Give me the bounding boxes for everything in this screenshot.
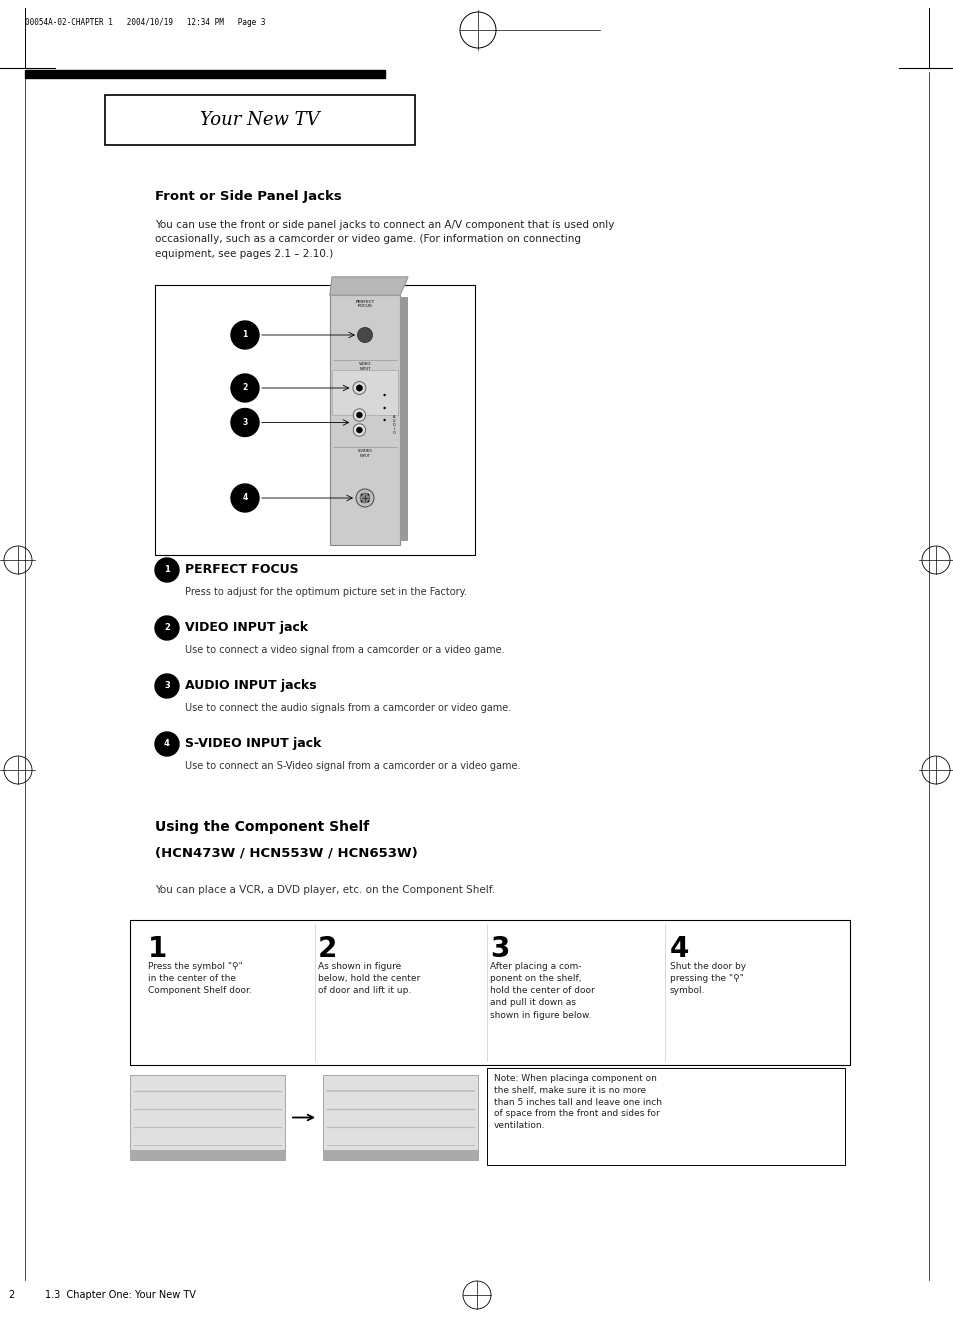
- Text: A
U
D
I
O: A U D I O: [393, 415, 395, 435]
- Text: 2: 2: [8, 1290, 14, 1301]
- Text: 2: 2: [242, 384, 248, 393]
- Text: VIDEO INPUT jack: VIDEO INPUT jack: [185, 620, 308, 634]
- Text: Note: When placinga component on
the shelf, make sure it is no more
than 5 inche: Note: When placinga component on the she…: [494, 1074, 661, 1130]
- Circle shape: [154, 732, 179, 755]
- Text: 1.3  Chapter One: Your New TV: 1.3 Chapter One: Your New TV: [45, 1290, 195, 1301]
- Circle shape: [353, 423, 365, 437]
- Bar: [130, 1150, 285, 1160]
- Text: Press to adjust for the optimum picture set in the Factory.: Press to adjust for the optimum picture …: [185, 587, 467, 597]
- Circle shape: [355, 490, 374, 507]
- Text: S-VIDEO
INPUT: S-VIDEO INPUT: [357, 448, 372, 458]
- Text: Front or Side Panel Jacks: Front or Side Panel Jacks: [154, 191, 341, 202]
- Text: 4: 4: [242, 493, 248, 503]
- Circle shape: [356, 411, 362, 418]
- Circle shape: [353, 381, 366, 394]
- Circle shape: [154, 673, 179, 699]
- Text: Use to connect the audio signals from a camcorder or video game.: Use to connect the audio signals from a …: [185, 703, 511, 713]
- Circle shape: [383, 419, 385, 421]
- Circle shape: [367, 500, 369, 503]
- Text: VIDEO
INPUT: VIDEO INPUT: [358, 363, 371, 370]
- Text: 1: 1: [242, 331, 248, 340]
- Circle shape: [154, 558, 179, 582]
- Text: Using the Component Shelf: Using the Component Shelf: [154, 820, 369, 833]
- Text: (HCN473W / HCN553W / HCN653W): (HCN473W / HCN553W / HCN653W): [154, 845, 417, 859]
- Circle shape: [353, 409, 365, 421]
- Polygon shape: [330, 277, 408, 295]
- Bar: [399, 296, 408, 541]
- Circle shape: [355, 385, 362, 392]
- Text: 4: 4: [164, 740, 170, 749]
- Text: You can place a VCR, a DVD player, etc. on the Component Shelf.: You can place a VCR, a DVD player, etc. …: [154, 885, 495, 894]
- Circle shape: [231, 409, 258, 437]
- Text: S-VIDEO INPUT jack: S-VIDEO INPUT jack: [185, 737, 321, 750]
- Text: 3: 3: [490, 935, 509, 963]
- Circle shape: [359, 493, 370, 503]
- Bar: [323, 1150, 477, 1160]
- Bar: [154, 284, 475, 556]
- Text: Your New TV: Your New TV: [200, 111, 319, 130]
- Bar: [130, 1076, 285, 1160]
- Text: Use to connect an S-Video signal from a camcorder or a video game.: Use to connect an S-Video signal from a …: [185, 761, 520, 771]
- Text: Press the symbol "⚲"
in the center of the
Component Shelf door.: Press the symbol "⚲" in the center of th…: [148, 962, 252, 995]
- Bar: [330, 295, 399, 545]
- Bar: [105, 95, 415, 146]
- Text: AUDIO INPUT jacks: AUDIO INPUT jacks: [185, 679, 316, 692]
- Text: 3: 3: [164, 681, 170, 691]
- Bar: [130, 919, 849, 1065]
- Text: 00054A-02-CHAPTER 1   2004/10/19   12:34 PM   Page 3: 00054A-02-CHAPTER 1 2004/10/19 12:34 PM …: [25, 19, 265, 26]
- Circle shape: [231, 321, 258, 349]
- Text: Use to connect a video signal from a camcorder or a video game.: Use to connect a video signal from a cam…: [185, 646, 504, 655]
- Text: PERFECT
FOCUS: PERFECT FOCUS: [355, 300, 375, 308]
- Circle shape: [360, 500, 362, 503]
- Text: 1: 1: [148, 935, 167, 963]
- Circle shape: [383, 406, 385, 409]
- Circle shape: [360, 493, 362, 496]
- Circle shape: [367, 493, 369, 496]
- Text: 3: 3: [242, 418, 248, 427]
- Bar: [25, 70, 385, 78]
- Text: You can use the front or side panel jacks to connect an A/V component that is us: You can use the front or side panel jack…: [154, 220, 614, 259]
- Circle shape: [383, 394, 385, 396]
- Text: 4: 4: [669, 935, 689, 963]
- Text: Shut the door by
pressing the "⚲"
symbol.: Shut the door by pressing the "⚲" symbol…: [669, 962, 745, 995]
- Text: 2: 2: [317, 935, 337, 963]
- Text: After placing a com-
ponent on the shelf,
hold the center of door
and pull it do: After placing a com- ponent on the shelf…: [490, 962, 594, 1020]
- Bar: [332, 370, 397, 415]
- Circle shape: [231, 484, 258, 512]
- Circle shape: [357, 328, 372, 343]
- Circle shape: [154, 617, 179, 640]
- Text: 2: 2: [164, 623, 170, 632]
- Text: As shown in figure
below, hold the center
of door and lift it up.: As shown in figure below, hold the cente…: [317, 962, 420, 995]
- Bar: [323, 1076, 477, 1160]
- Circle shape: [231, 374, 258, 402]
- Text: PERFECT FOCUS: PERFECT FOCUS: [185, 564, 298, 576]
- Text: 1: 1: [164, 565, 170, 574]
- Bar: [486, 1068, 844, 1166]
- Circle shape: [356, 427, 362, 433]
